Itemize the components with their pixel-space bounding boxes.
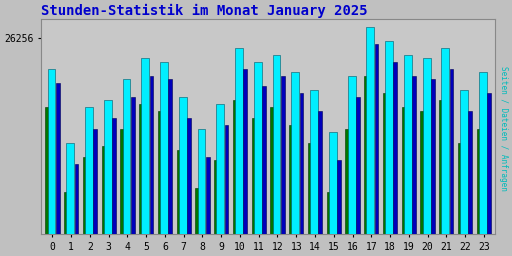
Bar: [348, 76, 355, 256]
Bar: [139, 104, 143, 256]
Bar: [270, 108, 274, 256]
Bar: [214, 160, 218, 256]
Bar: [83, 157, 87, 256]
Bar: [441, 48, 449, 256]
Bar: [101, 146, 105, 256]
Bar: [177, 150, 180, 256]
Bar: [251, 118, 255, 256]
Bar: [112, 118, 116, 256]
Bar: [104, 100, 112, 256]
Text: Seiten / Dateien / Anfragen: Seiten / Dateien / Anfragen: [499, 66, 508, 190]
Bar: [318, 111, 322, 256]
Bar: [450, 69, 454, 256]
Bar: [158, 111, 162, 256]
Bar: [356, 97, 359, 256]
Bar: [243, 69, 247, 256]
Bar: [48, 69, 55, 256]
Bar: [468, 111, 472, 256]
Bar: [393, 62, 397, 256]
Bar: [460, 90, 468, 256]
Bar: [235, 48, 243, 256]
Bar: [383, 93, 387, 256]
Bar: [401, 108, 406, 256]
Bar: [198, 129, 205, 256]
Bar: [85, 108, 93, 256]
Bar: [56, 83, 59, 256]
Bar: [196, 188, 199, 256]
Bar: [431, 79, 435, 256]
Bar: [375, 44, 378, 256]
Bar: [487, 93, 491, 256]
Bar: [168, 79, 172, 256]
Bar: [122, 79, 131, 256]
Bar: [310, 90, 318, 256]
Bar: [385, 41, 393, 256]
Bar: [422, 58, 431, 256]
Bar: [179, 97, 187, 256]
Bar: [420, 111, 424, 256]
Bar: [327, 192, 330, 256]
Bar: [67, 143, 74, 256]
Bar: [477, 129, 480, 256]
Text: Stunden-Statistik im Monat January 2025: Stunden-Statistik im Monat January 2025: [41, 4, 368, 18]
Bar: [479, 72, 487, 256]
Bar: [45, 108, 49, 256]
Bar: [346, 129, 349, 256]
Bar: [141, 58, 149, 256]
Bar: [291, 72, 299, 256]
Bar: [160, 62, 168, 256]
Bar: [300, 93, 304, 256]
Bar: [150, 76, 153, 256]
Bar: [439, 100, 443, 256]
Bar: [64, 192, 68, 256]
Bar: [364, 76, 368, 256]
Bar: [206, 157, 209, 256]
Bar: [254, 62, 262, 256]
Bar: [308, 143, 312, 256]
Bar: [404, 55, 412, 256]
Bar: [93, 129, 97, 256]
Bar: [131, 97, 135, 256]
Bar: [262, 86, 266, 256]
Bar: [337, 160, 341, 256]
Bar: [281, 76, 285, 256]
Bar: [233, 100, 237, 256]
Bar: [329, 132, 337, 256]
Bar: [217, 104, 224, 256]
Bar: [120, 129, 124, 256]
Bar: [225, 125, 228, 256]
Bar: [289, 125, 293, 256]
Bar: [272, 55, 281, 256]
Bar: [412, 76, 416, 256]
Bar: [458, 143, 462, 256]
Bar: [75, 164, 78, 256]
Bar: [187, 118, 191, 256]
Bar: [367, 27, 374, 256]
